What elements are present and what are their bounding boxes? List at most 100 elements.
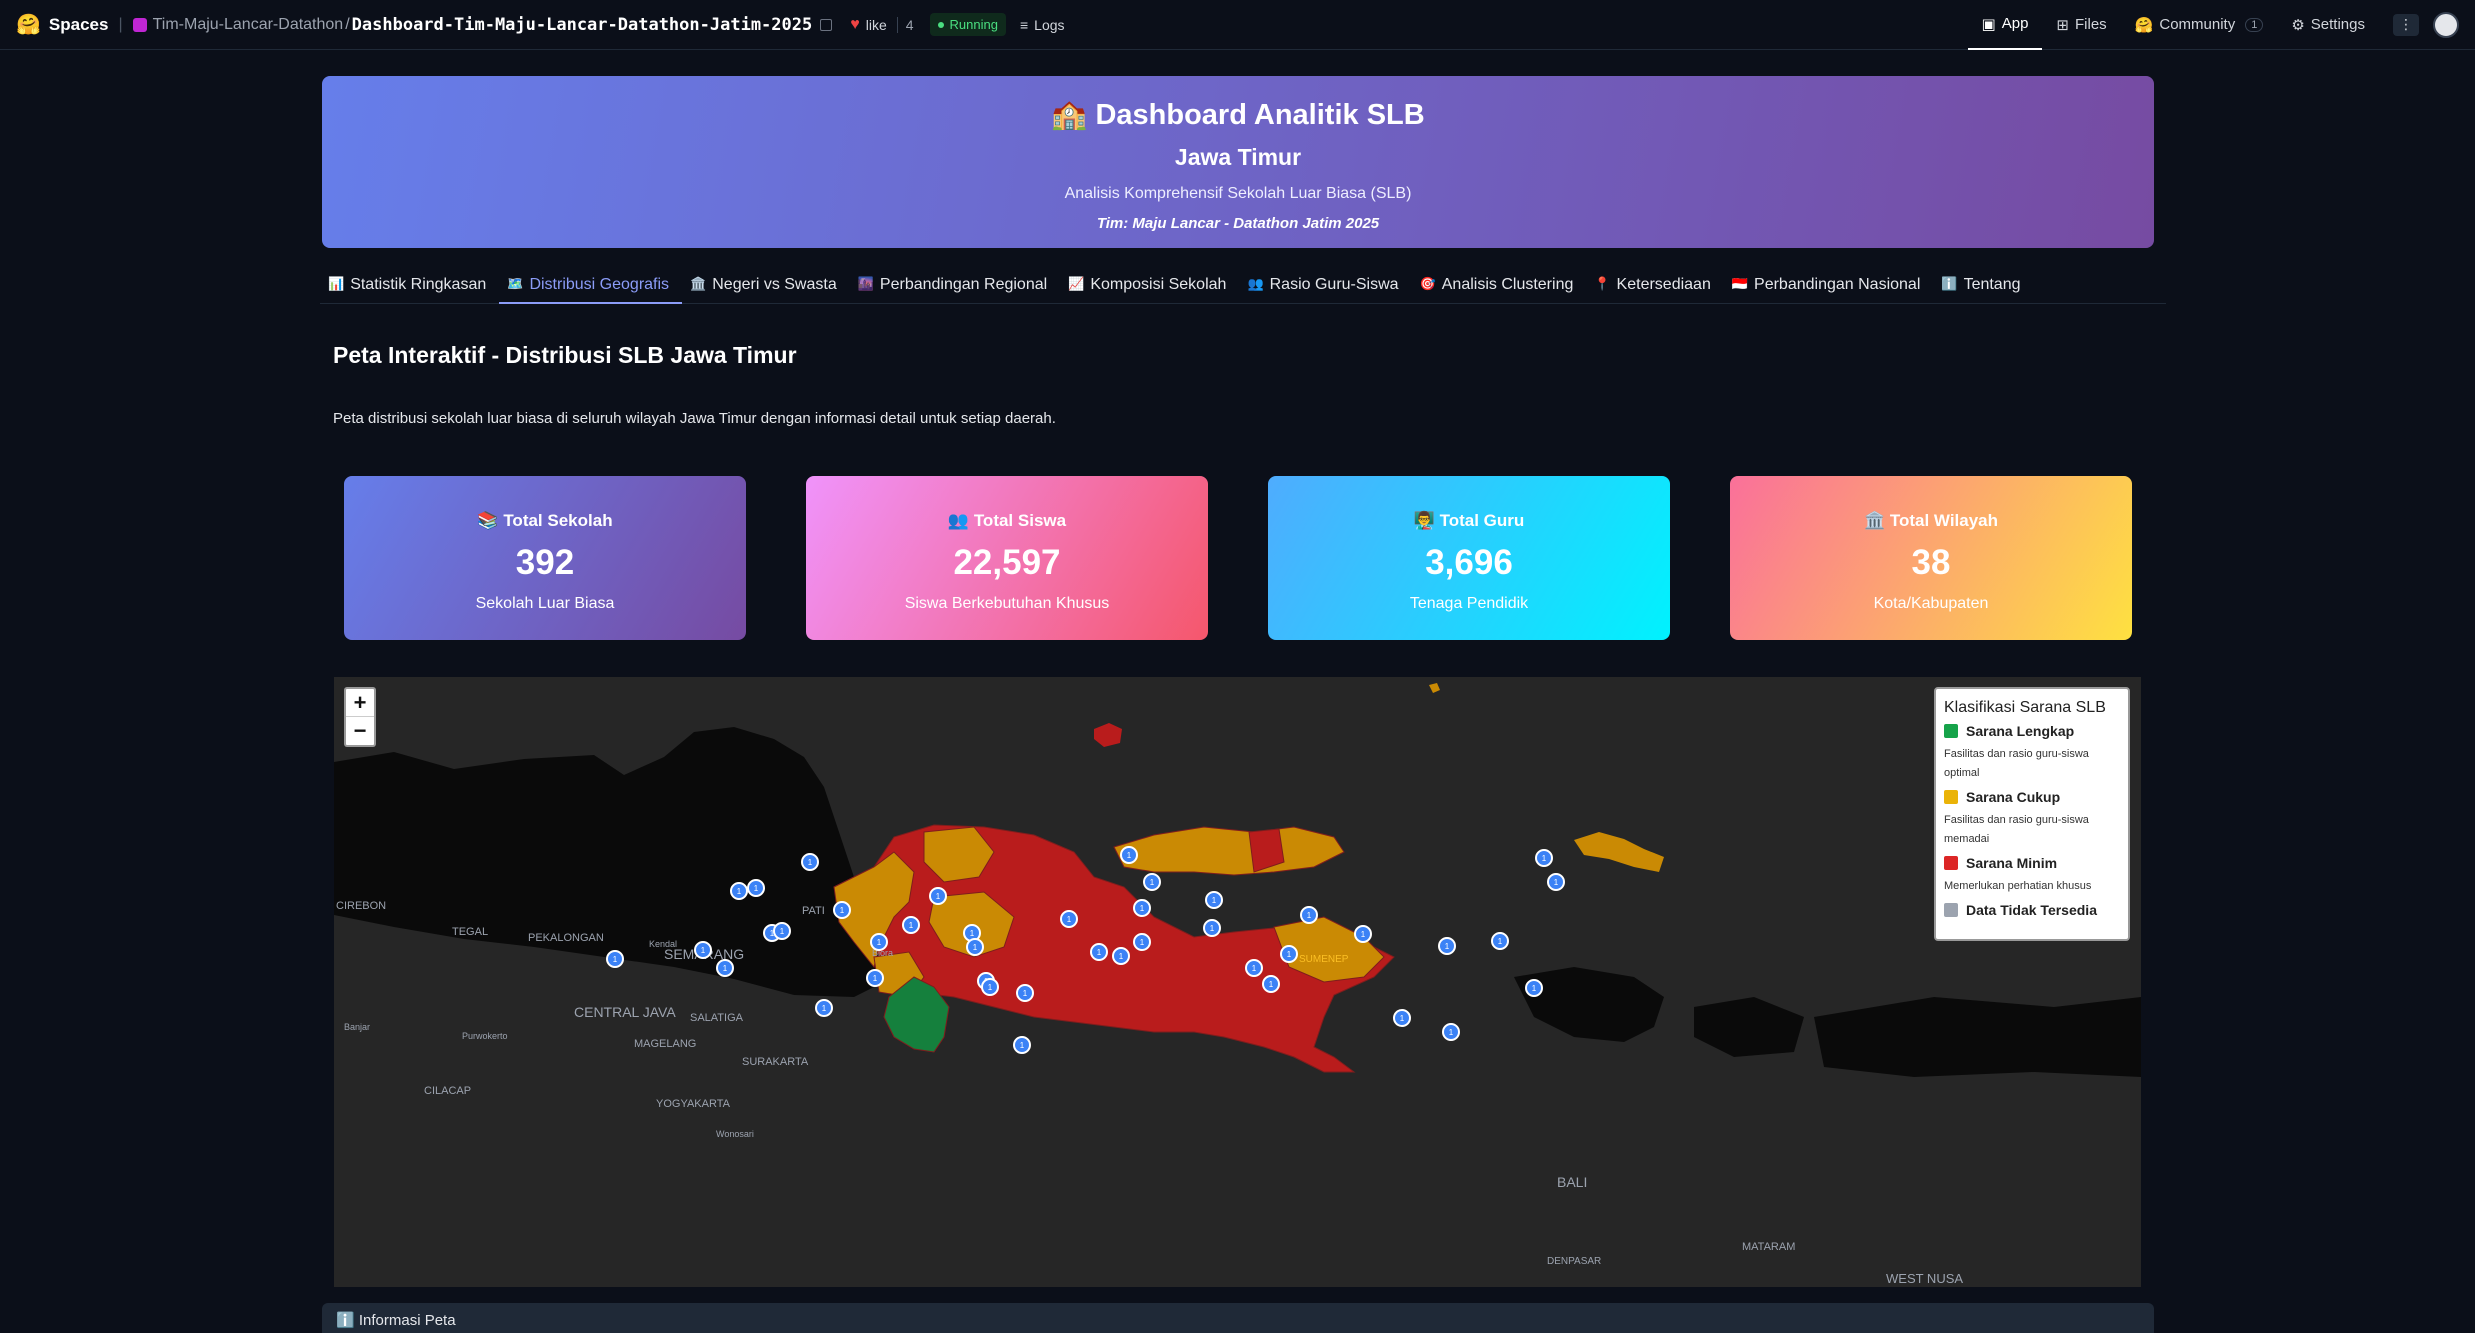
tab-label: Tentang [1963, 276, 2021, 293]
school-marker-label: 1 [936, 892, 941, 901]
school-markers[interactable]: 1 1 1 1 1 1 1 1 1 1 1 1 1 1 1 1 1 1 1 1 1 1 1 1 1 1 1 1 1 1 1 1 1 1 1 1 1 1 1 1… [606, 846, 1565, 1054]
land-central-java [334, 727, 894, 997]
tab-perbandingan-nasional[interactable]: 🇮🇩 Perbandingan Nasional [1724, 268, 1934, 304]
building-icon: 🏛️ [1863, 511, 1886, 530]
school-marker[interactable] [1120, 846, 1138, 864]
tab-negeri-vs-swasta[interactable]: 🏛️ Negeri vs Swasta [682, 268, 850, 304]
logs-icon: ≡ [1019, 16, 1029, 33]
card-title-text: Total Sekolah [503, 511, 613, 530]
tab-distribusi-geografis[interactable]: 🗺️ Distribusi Geografis [499, 268, 683, 304]
school-marker[interactable] [981, 978, 999, 996]
school-marker[interactable] [801, 853, 819, 871]
land-bali [1514, 967, 1664, 1042]
school-marker-label: 1 [840, 906, 845, 915]
school-marker[interactable] [1143, 873, 1161, 891]
nav-app[interactable]: ▣ App [1967, 0, 2043, 50]
org-link[interactable]: Tim-Maju-Lancar-Datathon [132, 16, 343, 34]
school-marker[interactable] [866, 969, 884, 987]
school-marker[interactable] [902, 916, 920, 934]
tab-label: Ketersediaan [1616, 276, 1711, 293]
school-marker[interactable] [716, 959, 734, 977]
pin-icon: 📍 [1594, 276, 1611, 291]
target-icon: 🎯 [1419, 276, 1436, 291]
school-marker[interactable] [1262, 975, 1280, 993]
stat-card-total-sekolah: 📚 Total Sekolah 392 Sekolah Luar Biasa [344, 476, 746, 640]
school-marker[interactable] [1203, 919, 1221, 937]
school-marker[interactable] [870, 933, 888, 951]
tab-statistik-ringkasan[interactable]: 📊 Statistik Ringkasan [320, 268, 499, 304]
trend-icon: 📈 [1068, 276, 1085, 291]
tab-tentang[interactable]: ℹ️ Tentang [1933, 268, 2033, 304]
divider: | [118, 15, 123, 33]
nav-community[interactable]: 🤗 Community 1 [2121, 0, 2278, 50]
school-marker[interactable] [1133, 899, 1151, 917]
school-marker-label: 1 [1400, 1014, 1405, 1023]
school-marker[interactable] [1245, 959, 1263, 977]
school-marker[interactable] [1525, 979, 1543, 997]
school-marker[interactable] [1354, 925, 1372, 943]
island-kangean [1574, 832, 1664, 872]
school-marker[interactable] [1442, 1023, 1460, 1041]
school-marker[interactable] [694, 941, 712, 959]
region-sarana-cukup-west [833, 851, 915, 969]
school-marker[interactable] [929, 887, 947, 905]
team-label: Tim: Maju Lancar - Datathon Jatim 2025 [1096, 215, 1380, 232]
zoom-in-button[interactable]: + [346, 689, 374, 717]
like-button[interactable]: ♥ like 4 [850, 16, 914, 34]
community-badge: 1 [2245, 17, 2264, 32]
map-icon: 🗺️ [507, 276, 524, 291]
tab-analisis-clustering[interactable]: 🎯 Analisis Clustering [1412, 268, 1587, 304]
school-marker[interactable] [1133, 933, 1151, 951]
nav-settings[interactable]: ⚙ Settings [2277, 0, 2379, 50]
legend-label: Sarana Cukup [1966, 789, 2061, 805]
school-marker-label: 1 [737, 887, 742, 896]
zoom-out-button[interactable]: − [353, 718, 367, 743]
school-marker[interactable] [815, 999, 833, 1017]
school-marker[interactable] [606, 950, 624, 968]
school-marker-label: 1 [1542, 854, 1547, 863]
tab-rasio-guru-siswa[interactable]: 👥 Rasio Guru-Siswa [1239, 268, 1411, 304]
school-marker[interactable] [1060, 910, 1078, 928]
copy-icon[interactable] [820, 18, 833, 31]
place-label: Kendal [649, 939, 677, 949]
school-marker[interactable] [1112, 947, 1130, 965]
logs-button[interactable]: ≡ Logs [1020, 17, 1065, 33]
school-marker[interactable] [1393, 1009, 1411, 1027]
school-marker[interactable] [1535, 849, 1553, 867]
spaces-logo[interactable]: 🤗 Spaces [16, 12, 108, 37]
region-sarana-lengkap [883, 976, 950, 1053]
dashboard-title: 🏫 Dashboard Analitik SLB [1051, 99, 1425, 131]
school-marker-label: 1 [1252, 964, 1257, 973]
tab-ketersediaan[interactable]: 📍 Ketersediaan [1586, 268, 1723, 304]
school-marker[interactable] [1016, 984, 1034, 1002]
tab-komposisi-sekolah[interactable]: 📈 Komposisi Sekolah [1060, 268, 1239, 304]
map-canvas[interactable]: CIREBON TEGAL PEKALONGAN SEMARANG PATI B… [334, 677, 2141, 1287]
school-marker[interactable] [1013, 1036, 1031, 1054]
school-marker[interactable] [773, 922, 791, 940]
map-info-accordion[interactable]: ℹ️ Informasi Peta [322, 1303, 2154, 1333]
school-marker-label: 1 [1361, 930, 1366, 939]
school-marker[interactable] [966, 938, 984, 956]
card-value: 38 [1911, 543, 1951, 582]
school-marker[interactable] [1205, 891, 1223, 909]
nav-files[interactable]: ⊞ Files [2042, 0, 2120, 50]
school-marker[interactable] [747, 879, 765, 897]
school-marker[interactable] [1090, 943, 1108, 961]
school-marker[interactable] [1300, 906, 1318, 924]
legend-swatch [1944, 856, 1958, 870]
school-marker[interactable] [1547, 873, 1565, 891]
school-marker[interactable] [1438, 937, 1456, 955]
interactive-map[interactable]: CIREBON TEGAL PEKALONGAN SEMARANG PATI B… [334, 677, 2141, 1287]
school-marker[interactable] [730, 882, 748, 900]
place-label: MATARAM [1742, 1241, 1795, 1253]
nav-label: Community [2159, 16, 2236, 33]
place-label: Blora [872, 948, 893, 958]
school-marker-label: 1 [1554, 878, 1559, 887]
tab-perbandingan-regional[interactable]: 🌆 Perbandingan Regional [850, 268, 1060, 304]
more-options-icon[interactable]: ⋮ [2393, 13, 2419, 36]
school-marker[interactable] [1280, 945, 1298, 963]
school-marker[interactable] [833, 901, 851, 919]
school-marker[interactable] [1491, 932, 1509, 950]
repo-name[interactable]: Dashboard-Tim-Maju-Lancar-Datathon-Jatim… [351, 14, 813, 35]
user-avatar[interactable] [2433, 11, 2459, 38]
